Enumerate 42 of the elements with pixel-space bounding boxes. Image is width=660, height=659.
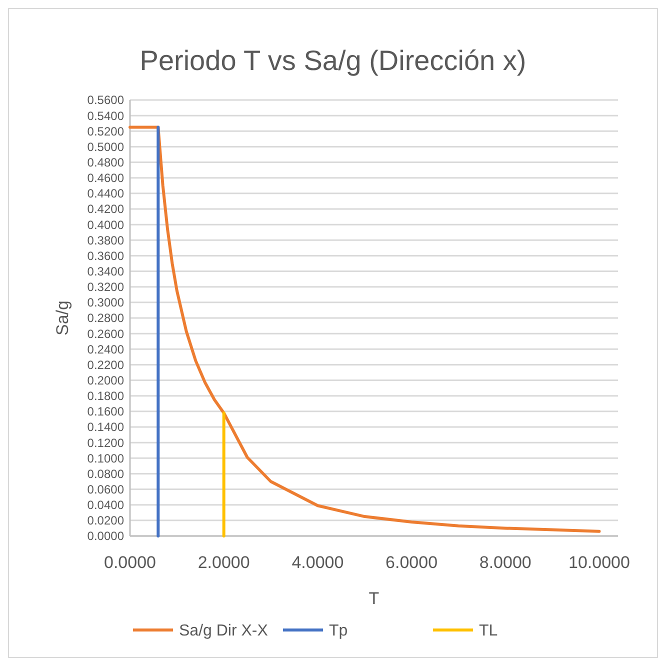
legend-label: Tp <box>329 622 348 640</box>
x-tick-label: 2.0000 <box>198 553 250 572</box>
y-tick-label: 0.1000 <box>87 451 124 466</box>
y-tick-label: 0.0000 <box>87 529 124 544</box>
legend-label: Sa/g Dir X-X <box>179 622 268 640</box>
y-tick-label: 0.2800 <box>87 311 124 326</box>
chart-title: Periodo T vs Sa/g (Dirección x) <box>140 45 526 76</box>
line-series <box>128 126 601 533</box>
x-axis-title: T <box>368 589 380 608</box>
y-tick-label: 0.5400 <box>87 108 124 123</box>
y-tick-label: 0.1200 <box>87 436 124 450</box>
x-tick-label: 4.0000 <box>292 553 344 572</box>
y-tick-label: 0.5600 <box>87 93 124 108</box>
y-tick-label: 0.1400 <box>87 420 124 434</box>
y-tick-label: 0.4200 <box>87 202 124 216</box>
y-tick-label: 0.1600 <box>87 404 124 419</box>
y-tick-label: 0.0600 <box>87 482 124 496</box>
y-tick-label: 0.5000 <box>87 140 124 154</box>
y-tick-label: 0.0400 <box>87 498 124 512</box>
y-tick-label: 0.3200 <box>87 280 124 294</box>
y-tick-label: 0.0800 <box>87 466 124 481</box>
y-tick-label: 0.4800 <box>87 155 124 170</box>
y-tick-label: 0.3800 <box>87 233 124 248</box>
y-axis-title: Sa/g <box>53 300 72 336</box>
y-tick-label: 0.4400 <box>87 186 124 201</box>
y-tick-label: 0.3600 <box>87 248 124 263</box>
x-tick-label: 0.0000 <box>104 553 156 572</box>
y-tick-label: 0.3000 <box>87 296 124 310</box>
y-tick-label: 0.2600 <box>87 326 124 341</box>
y-tick-label: 0.1800 <box>87 389 124 404</box>
y-tick-label: 0.2400 <box>87 342 124 356</box>
y-tick-label: 0.3400 <box>87 264 124 278</box>
x-tick-label: 8.0000 <box>479 553 532 572</box>
y-tick-label: 0.4000 <box>87 218 124 232</box>
y-tick-label: 0.5200 <box>87 124 124 138</box>
y-tick-label: 0.2200 <box>87 358 124 372</box>
legend-label: TL <box>479 622 498 640</box>
x-tick-label: 6.0000 <box>386 553 438 572</box>
x-tick-label: 10.0000 <box>568 553 630 572</box>
y-tick-label: 0.4600 <box>87 171 124 186</box>
y-tick-label: 0.0200 <box>87 514 124 528</box>
y-tick-label: 0.2000 <box>87 373 124 388</box>
